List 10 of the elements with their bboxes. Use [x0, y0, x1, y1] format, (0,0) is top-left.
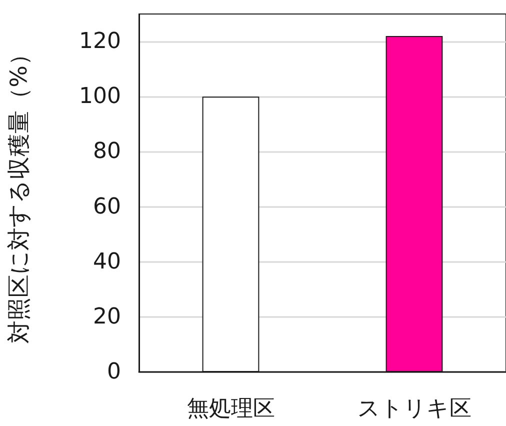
y-tick-label: 40 — [93, 249, 121, 274]
y-tick-label: 20 — [93, 304, 121, 330]
y-tick-label: 100 — [79, 84, 121, 110]
y-tick-label: 80 — [93, 139, 121, 164]
x-tick-label: ストリキ区 — [357, 396, 472, 422]
y-tick-label: 60 — [93, 194, 121, 220]
y-tick-label: 120 — [79, 29, 121, 54]
y-tick-label: 0 — [107, 360, 121, 384]
y-axis-title: 対照区に対する収穫量（%） — [6, 42, 32, 344]
x-tick-label: 無処理区 — [186, 396, 275, 422]
